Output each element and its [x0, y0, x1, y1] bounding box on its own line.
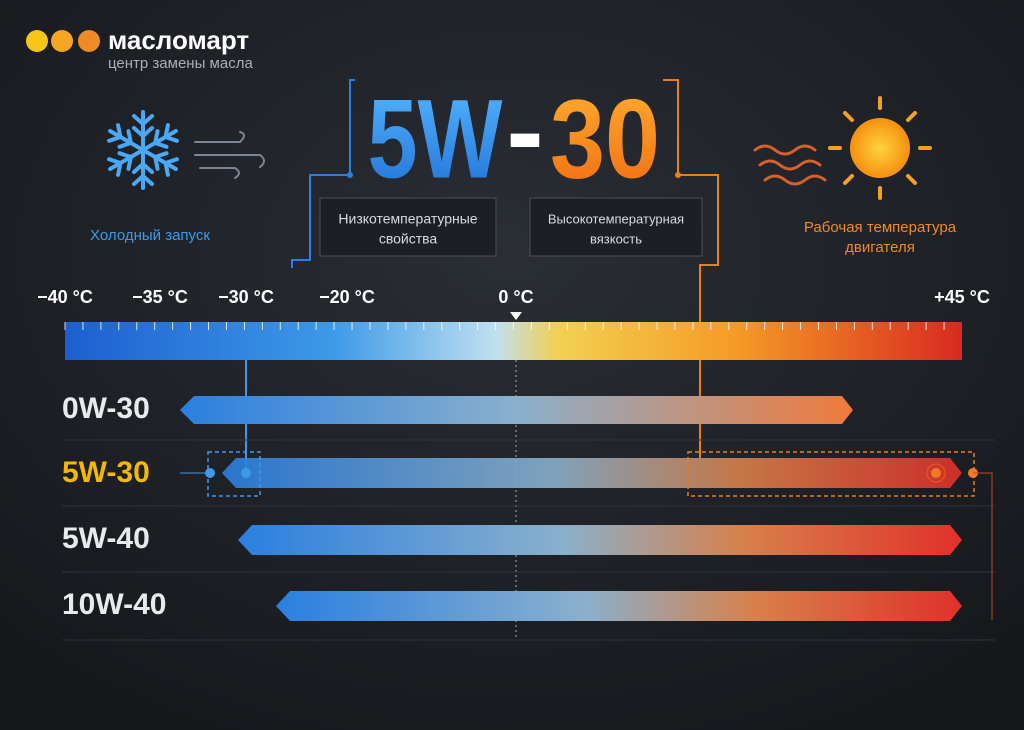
hot-label: Рабочая температура — [804, 219, 957, 236]
range-bar — [276, 591, 962, 621]
markers — [180, 463, 993, 620]
row-separators — [62, 439, 995, 641]
scale-ticks — [64, 322, 945, 330]
scale-label: −30 °C — [218, 287, 274, 307]
grade-label: 5W-30 — [62, 456, 150, 489]
zero-marker — [510, 312, 522, 320]
cold-start-label: Холодный запуск — [90, 227, 210, 244]
grade-label: 5W-40 — [62, 522, 150, 555]
hot-label: двигателя — [845, 239, 915, 256]
scale-label: 0 °C — [498, 287, 533, 307]
low-temp-label: свойства — [379, 231, 438, 247]
scale-label: +45 °C — [934, 287, 990, 307]
logo: масломарт центр замены масла — [26, 25, 253, 72]
brand-name: масломарт — [108, 25, 249, 55]
range-bar — [180, 396, 853, 424]
high-temp-label: вязкость — [590, 231, 642, 246]
range-bar — [222, 458, 962, 488]
scale-label: −20 °C — [319, 287, 375, 307]
grade-label: 10W-40 — [62, 588, 166, 621]
title-grade-low: 5W — [368, 77, 503, 202]
title-dash: - — [506, 69, 543, 194]
wind-lines — [194, 131, 265, 179]
high-temp-box — [529, 197, 703, 257]
low-temp-label: Низкотемпературные — [338, 211, 477, 227]
high-temp-label: Высокотемпературная — [548, 211, 684, 226]
scale-label: −35 °C — [132, 287, 188, 307]
range-bar — [238, 525, 962, 555]
snowflake-icon — [103, 110, 183, 190]
brand-tagline: центр замены масла — [108, 55, 253, 72]
low-temp-box — [319, 197, 497, 257]
sun-icon — [828, 96, 932, 200]
grade-label: 0W-30 — [62, 392, 150, 425]
scale-label: −40 °C — [37, 287, 93, 307]
heat-waves — [753, 144, 827, 186]
title-grade-high: 30 — [550, 77, 660, 202]
